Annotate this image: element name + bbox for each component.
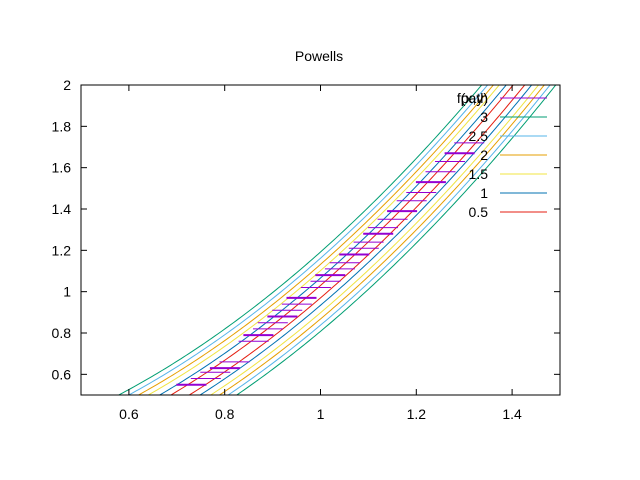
contour-1_5-upper xyxy=(147,85,500,395)
x-axis-ticks: 0.6 0.8 1 1.2 1.4 xyxy=(119,85,522,422)
contour-2_5-upper xyxy=(127,85,489,395)
y-tick-label: 0.8 xyxy=(52,325,72,341)
contour-2_5-lower xyxy=(227,85,551,395)
legend-label-function: f(x,y) xyxy=(457,90,488,106)
contour-1_5-lower xyxy=(209,85,540,395)
contour-0_5-lower xyxy=(188,85,526,395)
legend: f(x,y)path 3 2.5 2 1.5 1 0.5 xyxy=(457,90,547,220)
y-axis-ticks: 0.6 0.8 1 1.2 1.4 1.6 1.8 2 xyxy=(52,77,560,382)
x-tick-label: 1.2 xyxy=(407,406,427,422)
x-tick-label: 1 xyxy=(317,406,325,422)
legend-label: 1.5 xyxy=(469,166,489,182)
y-tick-label: 1.6 xyxy=(52,160,72,176)
y-tick-label: 1 xyxy=(63,284,71,300)
legend-label: 2 xyxy=(480,147,488,163)
legend-label: 3 xyxy=(480,109,488,125)
legend-label: 1 xyxy=(480,185,488,201)
y-tick-label: 1.4 xyxy=(52,201,72,217)
plot-frame xyxy=(80,84,561,396)
x-tick-label: 0.6 xyxy=(119,406,139,422)
contour-1-lower xyxy=(199,85,533,395)
contour-lines xyxy=(117,85,557,395)
legend-label: path xyxy=(461,90,488,106)
y-tick-label: 1.8 xyxy=(52,118,72,134)
contour-1-upper xyxy=(158,85,507,395)
legend-label: 2.5 xyxy=(469,128,489,144)
contour-3-lower xyxy=(235,85,557,395)
y-tick-label: 2 xyxy=(63,77,71,93)
y-tick-label: 0.6 xyxy=(52,366,72,382)
contour-2-upper xyxy=(137,85,495,395)
x-tick-label: 0.8 xyxy=(215,406,235,422)
chart-title: Powells xyxy=(295,48,343,64)
contour-2-lower xyxy=(218,85,545,395)
y-tick-label: 1.2 xyxy=(52,242,72,258)
x-tick-label: 1.4 xyxy=(502,406,522,422)
contour-0_5-upper xyxy=(169,85,514,395)
legend-label: 0.5 xyxy=(469,204,489,220)
contour-3-upper xyxy=(117,85,483,395)
path-segments xyxy=(176,142,485,386)
